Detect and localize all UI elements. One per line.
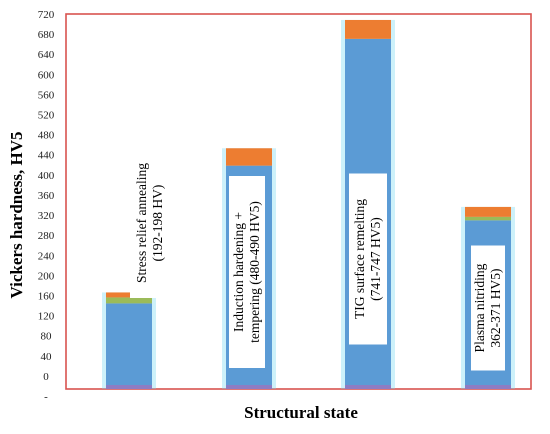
bar-base [106,372,152,389]
bar-segment-band [106,297,152,304]
y-tick-label: 240 [38,250,55,262]
bar-segment-top [226,148,272,166]
bar-segment-band [465,216,511,221]
y-tick-label: 440 [38,150,55,162]
bar-category-label: Induction hardening +tempering (480-490 … [231,201,262,343]
bar-label-box [229,176,265,368]
y-tick-label: 560 [38,89,55,101]
bar-segment-top [106,292,152,298]
y-axis-title: Vickers hardness, HV5 [7,131,26,298]
y-tick-label: 160 [38,290,55,302]
y-tick-label: 720 [38,9,55,21]
bar-bottom-strip [106,385,152,389]
bar-label-box [349,173,387,345]
y-tick-label: 80 [41,331,53,343]
bar-label-box [130,148,170,298]
bar-category-label: Stress relief annealing(192-198 HV) [134,163,165,283]
bar-bottom-strip [465,385,511,389]
y-tick-label: 480 [38,130,55,142]
y-tick-label: - [44,391,48,403]
y-tick-label: 640 [38,49,55,61]
bar-bottom-strip [226,385,272,389]
y-tick-label: 0 [43,371,49,383]
y-tick-label: 400 [38,170,55,182]
bar-base [226,372,272,389]
y-tick-label: 320 [38,210,55,222]
y-tick-label: 200 [38,270,55,282]
y-tick-label: 40 [41,351,53,363]
bar-bottom-strip [345,385,391,389]
bar-base [345,372,391,389]
y-tick-label: 520 [38,110,55,122]
bar-label-box [471,245,505,371]
y-tick-label: 120 [38,311,55,323]
y-tick-label: 280 [38,230,55,242]
y-tick-label: 360 [38,190,55,202]
bar-category-label: TIG surface remelting(741-747 HV5) [352,199,383,319]
bar-category-label: Plasma nitriding362-371 HV5) [472,263,503,352]
x-axis-title: Structural state [244,403,358,422]
y-tick-label: 600 [38,69,55,81]
y-tick-label: 680 [38,29,55,41]
bar-segment-top [465,206,511,217]
bar-base [465,372,511,389]
bar-segment-top [345,19,391,39]
bar-segment-main [106,303,152,372]
